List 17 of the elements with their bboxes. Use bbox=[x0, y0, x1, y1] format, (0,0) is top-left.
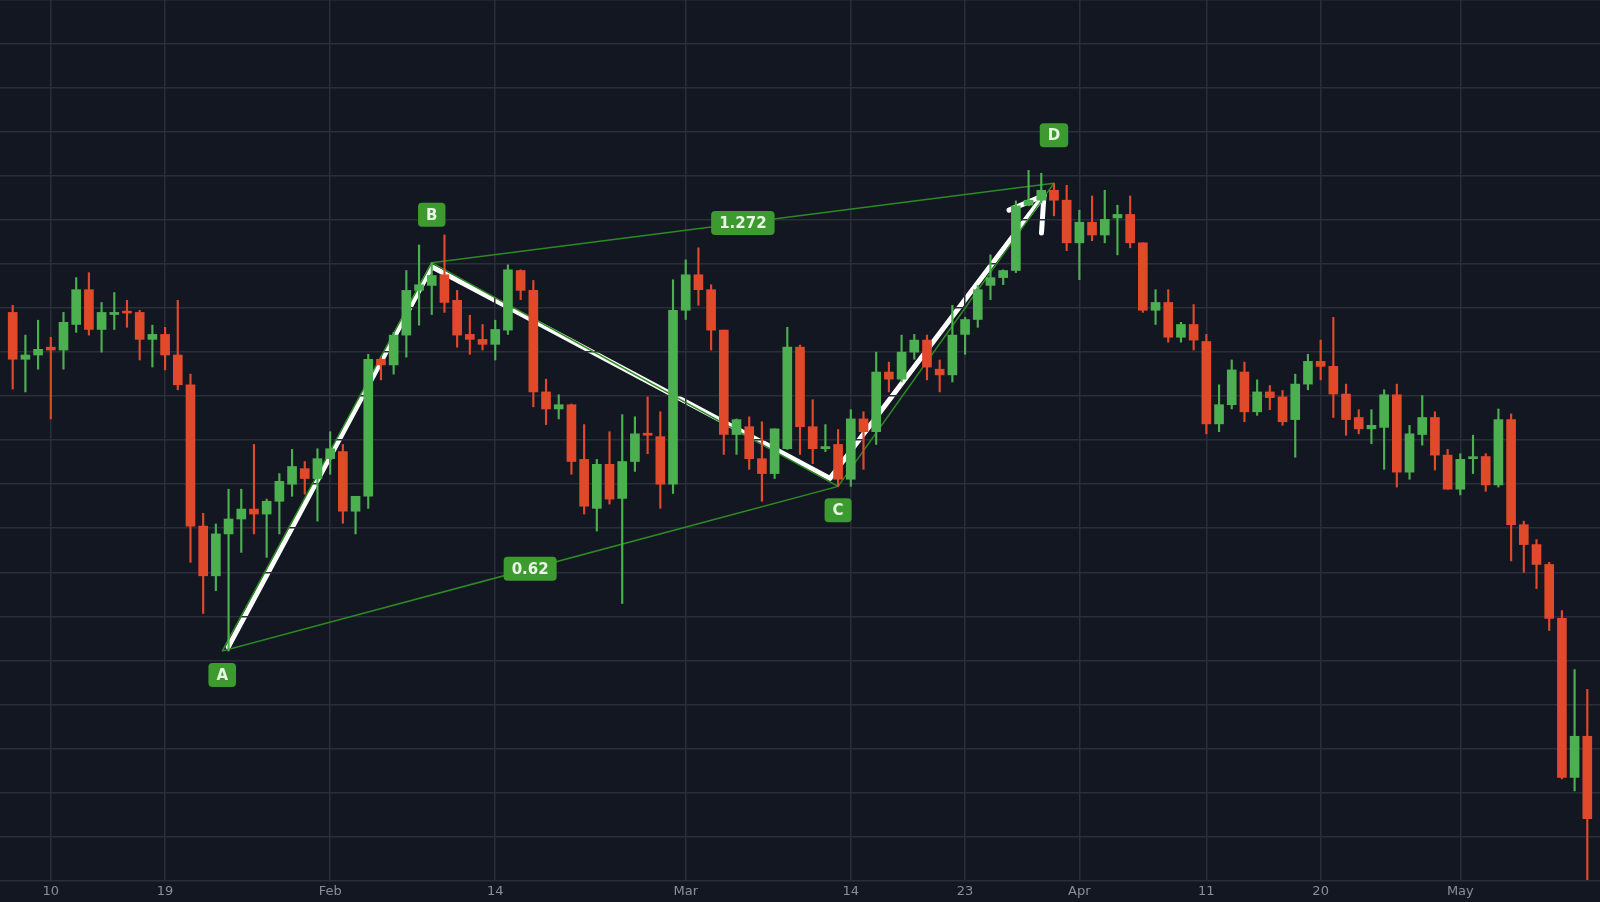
annotation: D bbox=[1047, 126, 1061, 145]
x-tick-label: Feb bbox=[318, 882, 342, 898]
annotation: A bbox=[216, 665, 229, 684]
x-tick-label: Apr bbox=[1068, 882, 1092, 898]
x-tick-label: 14 bbox=[842, 882, 860, 898]
x-tick-label: 19 bbox=[156, 882, 174, 898]
x-tick-label: 20 bbox=[1312, 882, 1329, 898]
x-tick-label: May bbox=[1446, 882, 1475, 898]
x-tick-label: 14 bbox=[486, 882, 504, 898]
annotation: B bbox=[426, 205, 438, 224]
x-tick-label: Mar bbox=[673, 882, 699, 898]
x-tick-label: 23 bbox=[956, 882, 974, 898]
x-tick-label: 11 bbox=[1198, 882, 1215, 898]
annotation: 0.62 bbox=[511, 559, 549, 578]
annotation: C bbox=[832, 501, 844, 520]
x-tick-label: 10 bbox=[42, 882, 60, 898]
annotation: 1.272 bbox=[719, 213, 767, 232]
